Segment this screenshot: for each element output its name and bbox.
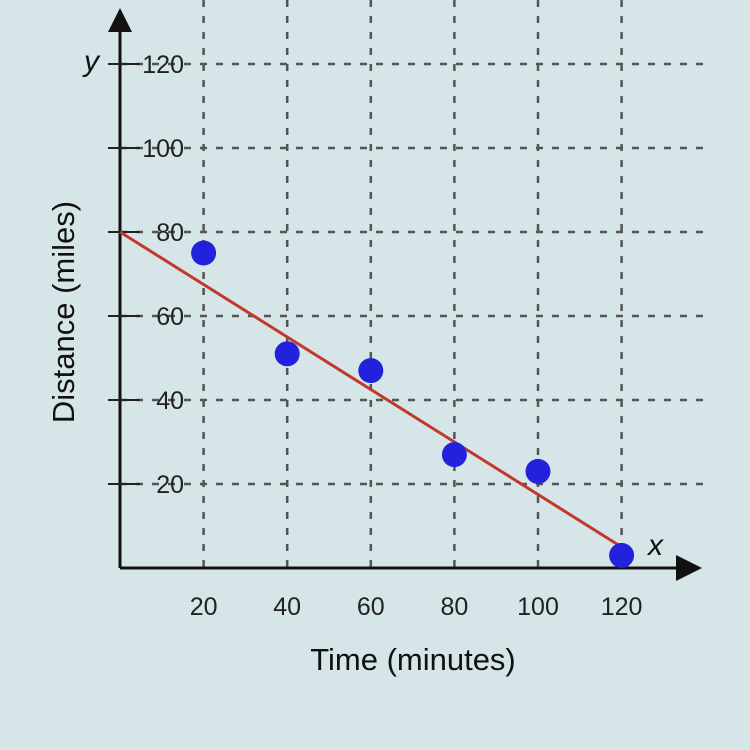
data-point — [609, 542, 635, 568]
tick-labels: 20 40 60 80 100 120 20 40 60 80 100 120 — [108, 51, 642, 621]
y-tick-label: 20 — [156, 471, 184, 499]
x-tick-label: 100 — [517, 593, 559, 621]
x-axis-arrow-icon — [676, 555, 702, 581]
x-tick-label: 120 — [601, 593, 643, 621]
trend-line — [119, 230, 623, 549]
data-point — [525, 458, 551, 484]
x-tick-label: 80 — [440, 593, 468, 621]
y-variable-label: y — [82, 45, 101, 78]
x-tick-label: 60 — [357, 593, 385, 621]
data-point — [358, 358, 384, 384]
trend-line-segment — [119, 230, 623, 549]
y-tick-label: 120 — [142, 51, 184, 79]
y-tick-label: 60 — [156, 303, 184, 331]
x-tick-label: 20 — [190, 593, 218, 621]
x-tick-label: 40 — [273, 593, 301, 621]
axes — [108, 8, 702, 581]
y-axis-title: Distance (miles) — [46, 201, 81, 423]
data-point — [274, 341, 300, 367]
grid-lines — [120, 0, 705, 568]
data-point — [441, 442, 467, 468]
data-points — [191, 240, 635, 568]
y-tick-label: 40 — [156, 387, 184, 415]
data-point — [191, 240, 217, 266]
y-tick-label: 100 — [142, 135, 184, 163]
x-axis-title: Time (minutes) — [310, 642, 516, 677]
y-tick-label: 80 — [156, 219, 184, 247]
x-variable-label: x — [646, 529, 664, 562]
y-axis-arrow-icon — [108, 8, 132, 32]
